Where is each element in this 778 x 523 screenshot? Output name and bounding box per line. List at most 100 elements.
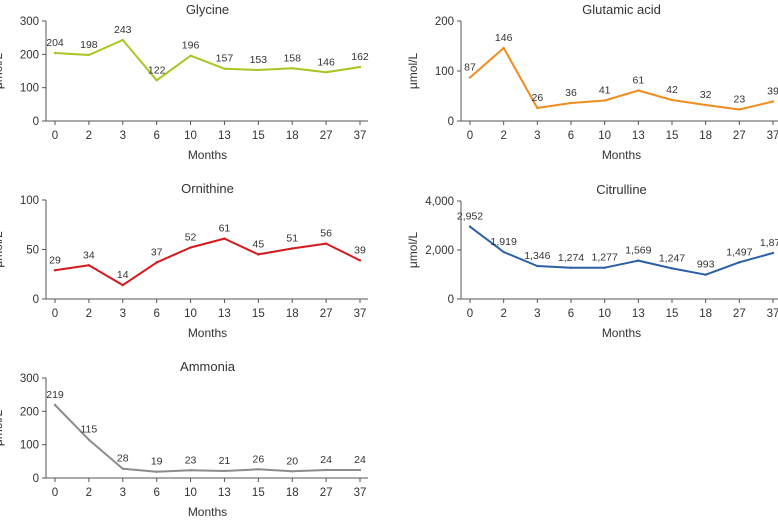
data-label: 1,569 xyxy=(625,245,651,257)
x-tick-label: 15 xyxy=(666,130,679,142)
data-point xyxy=(358,65,362,69)
data-label: 21 xyxy=(219,455,231,467)
data-point xyxy=(358,468,362,472)
data-label: 45 xyxy=(252,238,264,250)
data-label: 87 xyxy=(464,62,476,74)
x-tick-label: 15 xyxy=(252,487,265,499)
y-tick-label: 300 xyxy=(20,373,39,385)
chart-title: Ornithine xyxy=(181,181,234,196)
data-label: 115 xyxy=(81,424,98,436)
y-tick-label: 0 xyxy=(448,294,454,306)
data-point xyxy=(155,79,158,82)
x-tick-label: 10 xyxy=(184,308,197,320)
data-label: 158 xyxy=(283,52,301,64)
x-tick-label: 10 xyxy=(598,130,611,142)
x-tick-label: 0 xyxy=(52,487,58,499)
data-point xyxy=(771,100,775,103)
data-point xyxy=(189,246,192,249)
data-point xyxy=(637,259,640,262)
data-point xyxy=(670,267,674,270)
data-point xyxy=(603,99,606,102)
x-tick-label: 13 xyxy=(632,308,645,320)
series-line xyxy=(54,237,361,287)
chart-title: Glycine xyxy=(186,2,229,17)
x-tick-label: 13 xyxy=(218,308,231,320)
data-point xyxy=(704,103,707,107)
data-label: 39 xyxy=(767,86,778,98)
data-point xyxy=(53,51,57,55)
data-label: 24 xyxy=(354,454,366,466)
x-tick-label: 0 xyxy=(467,130,473,142)
data-point xyxy=(53,403,57,407)
y-tick-label: 200 xyxy=(20,49,39,61)
data-label: 1,346 xyxy=(524,250,550,262)
data-label: 26 xyxy=(252,453,264,465)
data-point xyxy=(536,264,539,268)
data-label: 37 xyxy=(151,246,163,258)
x-tick-label: 37 xyxy=(354,487,367,499)
x-tick-label: 37 xyxy=(354,308,367,320)
data-label: 162 xyxy=(351,51,369,63)
y-axis-label: μmol/L xyxy=(0,231,5,268)
y-tick-label: 100 xyxy=(20,195,39,207)
y-tick-label: 0 xyxy=(33,116,39,128)
data-label: 1,277 xyxy=(592,252,618,264)
data-point xyxy=(738,108,741,111)
data-point xyxy=(291,67,294,70)
series-line xyxy=(54,39,361,82)
y-tick-label: 100 xyxy=(20,440,39,452)
data-label: 1,247 xyxy=(659,252,685,264)
x-tick-label: 2 xyxy=(86,130,92,142)
x-tick-label: 18 xyxy=(286,130,299,142)
data-label: 198 xyxy=(80,39,98,51)
x-tick-label: 13 xyxy=(218,487,231,499)
x-tick-label: 2 xyxy=(500,308,506,320)
x-tick-label: 27 xyxy=(320,487,333,499)
data-label: 993 xyxy=(697,259,715,271)
y-tick-label: 4,000 xyxy=(425,196,454,208)
data-point xyxy=(257,68,260,72)
data-label: 56 xyxy=(320,228,332,240)
data-point xyxy=(324,468,328,472)
data-point xyxy=(87,438,91,441)
data-label: 28 xyxy=(117,453,129,465)
data-point xyxy=(670,98,674,102)
data-label: 42 xyxy=(666,84,678,96)
data-point xyxy=(468,225,472,228)
y-tick-label: 100 xyxy=(20,83,39,95)
x-tick-label: 15 xyxy=(666,308,679,320)
data-point xyxy=(121,283,124,287)
y-axis-label: μmol/L xyxy=(0,410,5,447)
data-point xyxy=(223,469,226,473)
data-point xyxy=(189,469,192,472)
data-point xyxy=(603,266,606,269)
data-point xyxy=(53,269,57,272)
y-axis-label: μmol/L xyxy=(0,53,5,90)
data-label: 24 xyxy=(320,454,332,466)
data-point xyxy=(324,71,328,74)
data-point xyxy=(324,242,328,245)
data-label: 196 xyxy=(182,40,200,52)
x-tick-label: 2 xyxy=(86,487,92,499)
data-point xyxy=(87,264,91,267)
x-tick-label: 6 xyxy=(153,308,159,320)
data-label: 122 xyxy=(148,64,166,76)
data-label: 61 xyxy=(632,75,644,87)
data-label: 243 xyxy=(114,24,132,36)
y-tick-label: 200 xyxy=(435,16,454,28)
data-point xyxy=(502,250,505,254)
series-line xyxy=(54,404,360,473)
x-tick-label: 37 xyxy=(767,308,778,320)
data-point xyxy=(536,106,539,110)
data-point xyxy=(771,251,775,255)
data-point xyxy=(87,53,91,57)
x-tick-label: 27 xyxy=(320,308,333,320)
data-point xyxy=(223,237,226,240)
data-label: 36 xyxy=(565,87,577,99)
chart-title: Citrulline xyxy=(596,182,647,197)
chart-citrulline: Citrulline μmol/L Months 0 2,000 4,000 0 2 3 6 10 1… xyxy=(406,182,778,340)
x-axis-label: Months xyxy=(602,326,641,340)
data-point xyxy=(704,273,707,276)
